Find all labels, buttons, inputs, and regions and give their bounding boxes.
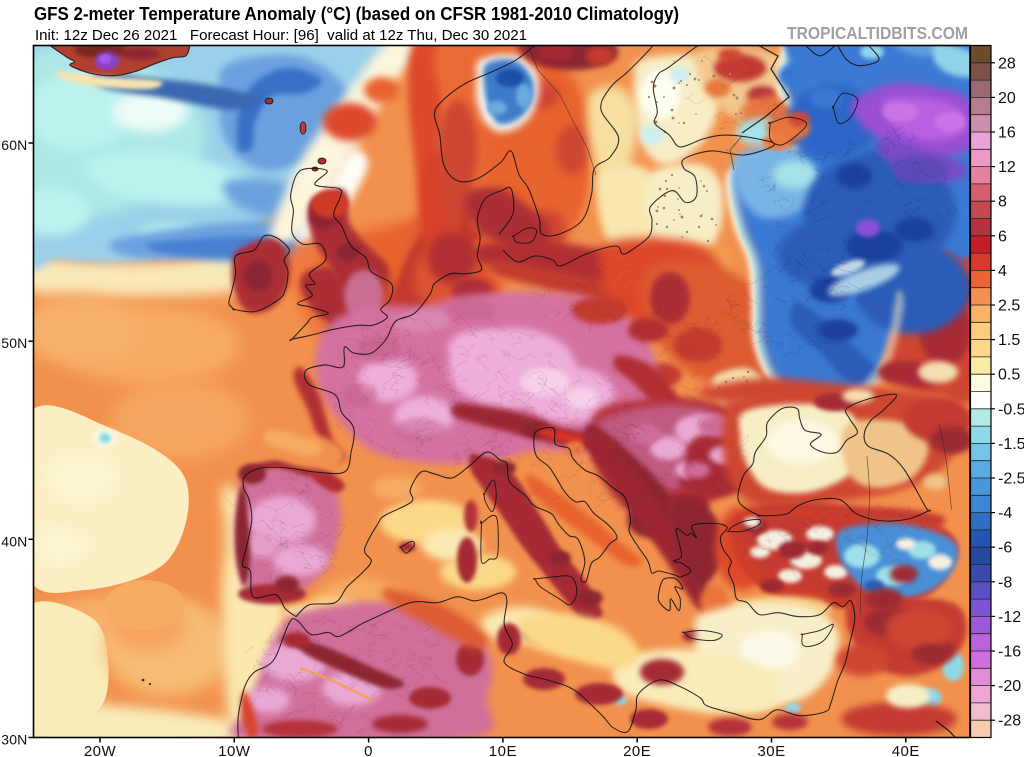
svg-text:1.5: 1.5	[998, 332, 1020, 349]
svg-text:-2.5: -2.5	[998, 471, 1024, 488]
svg-text:10E: 10E	[489, 743, 517, 757]
svg-text:0: 0	[364, 743, 373, 757]
svg-text:-4: -4	[998, 505, 1012, 522]
svg-text:-1.5: -1.5	[998, 436, 1024, 453]
svg-text:8: 8	[998, 194, 1007, 211]
svg-text:TROPICALTIDBITS.COM: TROPICALTIDBITS.COM	[787, 23, 968, 43]
svg-text:2.5: 2.5	[998, 298, 1020, 315]
svg-text:-16: -16	[998, 644, 1021, 661]
svg-text:30E: 30E	[757, 743, 785, 757]
svg-text:30N: 30N	[1, 732, 27, 748]
svg-text:12: 12	[998, 159, 1016, 176]
svg-text:-12: -12	[998, 609, 1021, 626]
svg-text:20: 20	[998, 90, 1016, 107]
svg-text:GFS 2-meter Temperature Anomal: GFS 2-meter Temperature Anomaly (°C) (ba…	[34, 4, 679, 24]
svg-text:50N: 50N	[1, 335, 27, 351]
svg-text:-20: -20	[998, 678, 1021, 695]
svg-text:40N: 40N	[1, 533, 27, 549]
svg-text:4: 4	[998, 263, 1007, 280]
svg-text:20E: 20E	[623, 743, 651, 757]
svg-text:Init: 12z Dec 26 2021 Foreca: Init: 12z Dec 26 2021 Forecast Hour: [96…	[35, 28, 527, 44]
svg-text:-0.5: -0.5	[998, 401, 1024, 418]
svg-text:20W: 20W	[84, 743, 117, 757]
svg-text:-28: -28	[998, 713, 1021, 730]
svg-text:40E: 40E	[892, 743, 920, 757]
svg-text:0.5: 0.5	[998, 367, 1020, 384]
svg-text:-8: -8	[998, 574, 1012, 591]
svg-text:16: 16	[998, 125, 1016, 142]
svg-text:10W: 10W	[218, 743, 251, 757]
svg-text:28: 28	[998, 55, 1016, 72]
svg-text:6: 6	[998, 228, 1007, 245]
svg-text:60N: 60N	[1, 137, 27, 153]
svg-text:-6: -6	[998, 540, 1012, 557]
